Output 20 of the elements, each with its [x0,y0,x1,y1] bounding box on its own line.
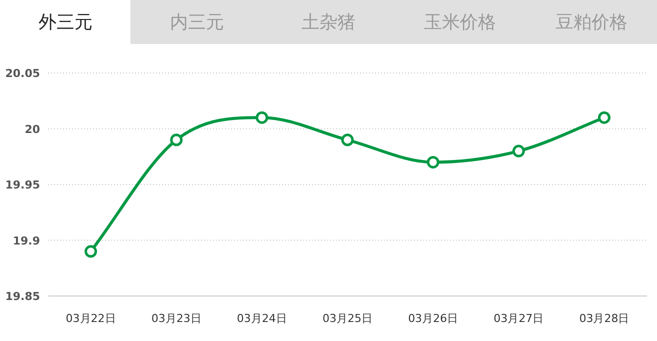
x-tick-label: 03月27日 [494,312,544,325]
y-tick-label: 20 [24,122,40,136]
point [512,144,525,158]
chart-title: 外三元 [38,12,93,33]
point [426,156,440,168]
x-tick-label: 03月25日 [322,312,372,325]
x-tick-label: 03月23日 [151,312,202,325]
y-tick-label: 19.85 [5,290,40,303]
point [341,134,354,146]
y-tick-label: 19.9 [12,234,40,248]
point [256,111,268,124]
point [84,245,98,258]
point [598,111,610,124]
x-tick-label: 03月24日 [236,312,287,325]
y-tick-label: 20.05 [5,67,40,80]
point [170,134,183,146]
x-tick-label: 03月22日 [66,312,116,325]
x-tick-label: 03月28日 [579,312,630,325]
x-tick-label: 03月26日 [408,312,458,325]
y-tick-label: 19.95 [5,178,40,192]
